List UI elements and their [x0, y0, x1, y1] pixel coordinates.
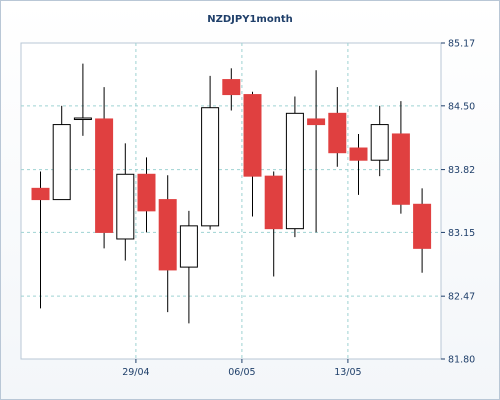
candle-body	[370, 124, 389, 161]
axes: 85.17 84.50 83.82 83.15 82.47 81.80 29/04 06/05…	[122, 39, 475, 379]
x-tick-label: 13/05	[334, 367, 361, 378]
candle-down	[137, 157, 156, 233]
candle-body	[285, 112, 304, 230]
x-tick-label: 29/04	[122, 367, 149, 378]
candle-down	[31, 171, 50, 309]
candle-down	[264, 171, 283, 277]
candle-down	[158, 175, 177, 313]
candle-body	[201, 107, 220, 227]
y-tick-label: 82.47	[448, 292, 475, 303]
y-tick-label: 84.50	[448, 101, 475, 112]
candle-body	[179, 225, 198, 268]
y-tick-label: 85.17	[448, 39, 475, 50]
candle-down	[328, 87, 347, 167]
candle-body	[391, 133, 410, 205]
candle-down	[222, 68, 241, 111]
candle-body	[264, 175, 283, 230]
candle-down	[95, 87, 114, 249]
candle-body	[243, 94, 262, 177]
candle-body	[95, 118, 114, 233]
candle-down	[243, 91, 262, 217]
candle-body	[52, 124, 71, 201]
y-tick-label: 83.15	[448, 228, 475, 239]
candle-body	[116, 173, 135, 240]
candle-up	[52, 105, 71, 201]
candle-up	[370, 105, 389, 177]
x-tick-label: 06/05	[228, 367, 255, 378]
candle-body	[137, 173, 156, 212]
candle-body	[349, 147, 368, 161]
chart-title: NZDJPY1month	[207, 14, 293, 25]
candle-up	[116, 143, 135, 261]
y-tick-label: 81.80	[448, 355, 475, 366]
candle-down	[413, 188, 432, 273]
candle-body	[413, 203, 432, 249]
candle-body	[31, 187, 50, 201]
candle-body	[222, 79, 241, 96]
candle-body	[307, 118, 326, 126]
candle-body	[73, 117, 92, 121]
candle-down	[391, 101, 410, 214]
candle-up	[73, 63, 92, 136]
candle-up	[179, 210, 198, 324]
candle-down	[349, 133, 368, 195]
candle-down	[307, 70, 326, 233]
candles	[31, 63, 432, 324]
candle-up	[201, 75, 220, 230]
candle-body	[158, 199, 177, 271]
candle-body	[328, 112, 347, 154]
candle-up	[285, 96, 304, 238]
y-tick-label: 83.82	[448, 165, 475, 176]
